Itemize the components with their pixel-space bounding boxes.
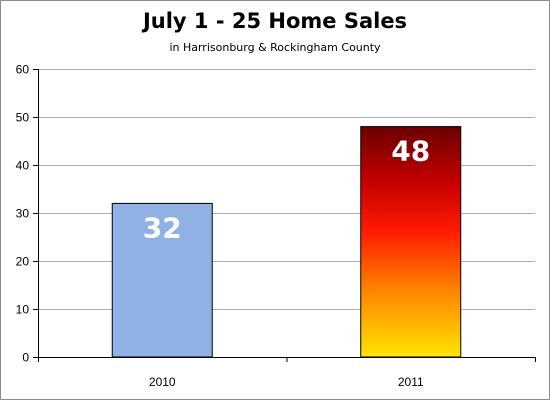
y-tick-label: 50 bbox=[16, 111, 30, 125]
x-tick-label: 2011 bbox=[398, 375, 424, 389]
y-tick-label: 60 bbox=[16, 63, 30, 77]
data-label-2010: 32 bbox=[143, 211, 182, 244]
y-tick-label: 30 bbox=[16, 207, 30, 221]
x-tick-label: 2010 bbox=[149, 375, 176, 389]
y-tick-label: 40 bbox=[16, 159, 30, 173]
bar-2010 bbox=[111, 202, 213, 358]
y-tick-label: 20 bbox=[16, 255, 30, 269]
chart-title: July 1 - 25 Home Sales bbox=[142, 9, 408, 33]
y-tick-label: 0 bbox=[22, 351, 29, 365]
data-label-2011: 48 bbox=[391, 135, 430, 168]
bar-2011 bbox=[360, 126, 462, 358]
y-tick-label: 10 bbox=[16, 303, 30, 317]
chart-subtitle: in Harrisonburg & Rockingham County bbox=[169, 41, 381, 54]
